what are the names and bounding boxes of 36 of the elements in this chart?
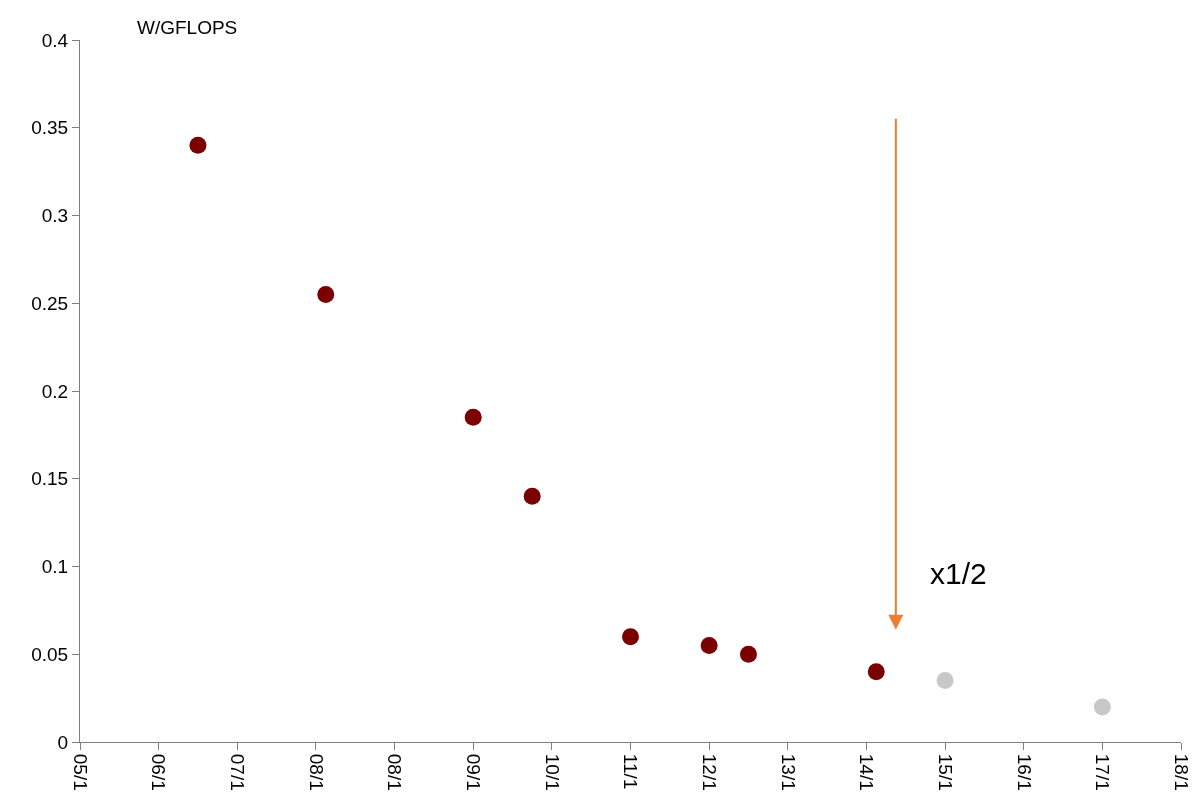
y-tick-label: 0: [57, 731, 69, 753]
y-tick-label: 0.25: [31, 292, 69, 314]
x-tick-label: 12/1: [698, 753, 720, 791]
x-tick-label: 07/1: [227, 753, 249, 791]
y-tick-label: 0.4: [41, 29, 69, 51]
point: [936, 672, 954, 690]
point: [317, 285, 335, 303]
x-tick-label: 11/1: [620, 753, 642, 790]
y-tick-label: 0.15: [31, 468, 69, 490]
x-tick-label: 09/1: [463, 753, 485, 791]
x-tick-label: 10/1: [541, 753, 563, 791]
point: [867, 663, 885, 681]
annotation: x1/2: [930, 557, 987, 590]
x-tick-label: 08/1: [305, 753, 327, 791]
x-tick-label: 06/1: [148, 753, 170, 791]
x-tick-label: 05/1: [69, 753, 91, 791]
x-tick-label: 15/1: [934, 753, 956, 791]
point: [622, 628, 639, 646]
point: [739, 645, 757, 663]
x-tick-label: 13/1: [777, 753, 799, 791]
x-tick-label: 17/1: [1092, 753, 1114, 791]
point: [700, 636, 718, 654]
y-tick-label: 0.1: [41, 556, 69, 578]
x-tick-label: 14/1: [856, 753, 878, 791]
point: [523, 487, 541, 505]
y-tick-label: 0.3: [41, 205, 69, 227]
y-axis-title: W/GFLOPS: [137, 17, 238, 38]
x-tick-label: 08/1: [384, 753, 406, 791]
y-tick-label: 0.2: [41, 380, 69, 402]
point: [189, 136, 207, 154]
point: [1093, 698, 1111, 716]
x-tick-label: 18/1: [1170, 753, 1192, 791]
y-tick-label: 0.05: [31, 643, 69, 665]
x-tick-label: 16/1: [1013, 753, 1035, 791]
y-tick-label: 0.35: [31, 117, 69, 139]
point: [464, 408, 482, 426]
